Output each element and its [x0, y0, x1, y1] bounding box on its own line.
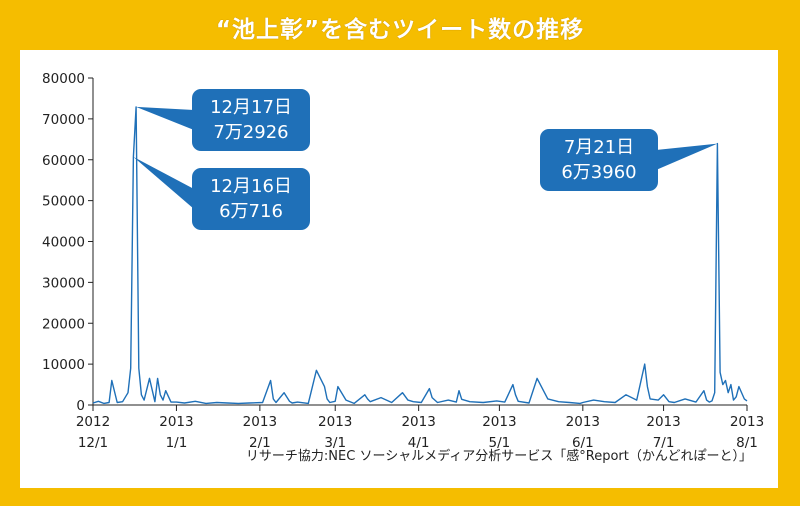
callout-pointer	[133, 156, 194, 209]
callout-label: 7万2926	[213, 122, 288, 143]
y-tick-label: 50000	[42, 194, 85, 210]
y-tick-label: 30000	[42, 275, 85, 291]
source-credit: リサーチ協力:NEC ソーシャルメディア分析サービス「感°Report（かんどれ…	[245, 449, 752, 464]
line-chart: 0 10000 20000 30000 40000 50000 60000 70000 8000…	[42, 71, 764, 451]
callout-box	[192, 89, 310, 151]
y-tick-label: 70000	[42, 112, 85, 128]
callout-label: 7月21日	[564, 137, 634, 158]
x-tick-date-label: 7/1	[653, 435, 675, 451]
x-tick-date-label: 3/1	[324, 435, 346, 451]
x-tick-year-label: 2012	[76, 414, 110, 430]
callout-label: 6万716	[219, 201, 283, 222]
x-tick-date-label: 12/1	[78, 435, 108, 451]
series-line	[92, 106, 748, 405]
callout-label: 12月16日	[210, 176, 292, 197]
x-tick-year-label: 2013	[401, 414, 435, 430]
x-tick-date-label: 1/1	[166, 435, 188, 451]
callout-label: 6万3960	[561, 162, 636, 183]
y-tick-label: 40000	[42, 235, 85, 251]
y-tick-label: 60000	[42, 153, 85, 169]
y-tick-label: 10000	[42, 357, 85, 373]
x-tick-date-label: 4/1	[408, 435, 430, 451]
callout-label: 12月17日	[210, 97, 292, 118]
x-tick-year-label: 2013	[318, 414, 352, 430]
y-tick-label: 0	[76, 398, 85, 414]
x-tick-year-label: 2013	[159, 414, 193, 430]
x-tick-year-label: 2013	[646, 414, 680, 430]
callout-box	[192, 168, 310, 230]
x-tick-date-label: 5/1	[489, 435, 511, 451]
chart-panel: 0 10000 20000 30000 40000 50000 60000 70000 8000…	[20, 50, 778, 488]
x-tick-year-label: 2013	[482, 414, 516, 430]
callout-pointer	[656, 143, 718, 170]
chart-title: “池上彰”を含むツイート数の推移	[215, 17, 585, 43]
x-tick-date-label: 2/1	[249, 435, 271, 451]
callout-box	[540, 129, 658, 191]
callout-pointer	[136, 106, 194, 130]
x-tick-year-label: 2013	[566, 414, 600, 430]
y-tick-label: 20000	[42, 316, 85, 332]
x-tick-year-label: 2013	[243, 414, 277, 430]
x-tick-date-label: 6/1	[572, 435, 594, 451]
x-tick-year-label: 2013	[730, 414, 764, 430]
y-tick-label: 80000	[42, 71, 85, 87]
x-tick-date-label: 8/1	[736, 435, 758, 451]
